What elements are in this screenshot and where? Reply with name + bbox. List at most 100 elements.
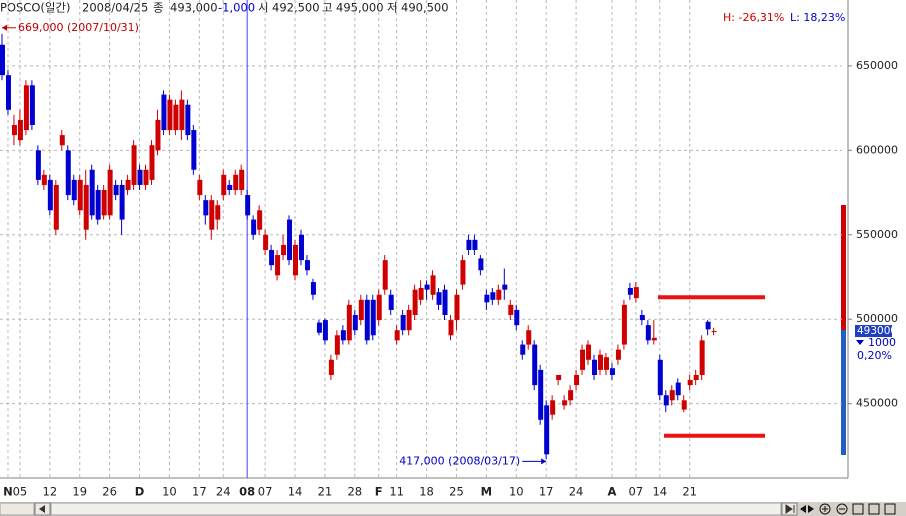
candle-body: [472, 239, 478, 250]
candle-body: [227, 184, 233, 191]
zoom-out-icon[interactable]: [836, 503, 848, 515]
candle-body: [538, 369, 544, 420]
x-tick-label: 07: [629, 485, 644, 499]
candle-body: [47, 179, 53, 211]
last-price-label: 493000: [857, 325, 897, 337]
y-tick-label: 450000: [856, 397, 898, 410]
candle-body: [550, 400, 556, 415]
settings-icon[interactable]: [884, 503, 896, 515]
high-label: 고: [322, 1, 333, 15]
candle-body: [41, 174, 47, 185]
high: 495,000: [336, 1, 384, 15]
y-tick-label: 500000: [856, 312, 898, 325]
x-tick-label: 08: [239, 485, 255, 499]
candle-body: [556, 374, 562, 381]
candle-body: [59, 135, 65, 146]
candle-body: [281, 244, 287, 256]
x-tick-label: 05: [13, 485, 28, 499]
x-tick-label: 07: [258, 485, 273, 499]
close-label: 종: [153, 1, 164, 15]
candle-body: [71, 179, 77, 201]
zoom-in-plus: [822, 506, 828, 512]
candle-body: [293, 244, 299, 276]
candle-body: [532, 344, 538, 386]
candle-body: [334, 335, 340, 355]
scroll-thumb[interactable]: [50, 502, 782, 516]
annotation: 669,000 (2007/10/31): [18, 21, 139, 34]
x-tick-label: A: [607, 485, 616, 499]
candle-body: [203, 200, 209, 216]
candle-body: [484, 294, 490, 303]
candle-body: [239, 169, 245, 191]
annotation-arrowhead: [541, 458, 547, 465]
low-label: 저: [387, 1, 398, 15]
candle-body: [101, 190, 107, 216]
candle-body: [310, 282, 316, 295]
candle-body: [257, 210, 263, 230]
candle-body: [287, 219, 293, 261]
grid-icon[interactable]: [868, 503, 880, 515]
right-end-icon: [785, 504, 795, 514]
x-tick-label: 10: [509, 485, 524, 499]
candle-body: [424, 284, 430, 290]
scroll-area: [0, 502, 35, 516]
candle-body: [191, 130, 197, 170]
candle-body: [693, 374, 699, 381]
y-tick-label: 600000: [856, 143, 898, 156]
candle-body: [328, 359, 334, 375]
stock-name: POSCO(일간): [0, 1, 71, 15]
open: 492,500: [272, 1, 320, 15]
candle-body: [137, 169, 143, 185]
reset-icon[interactable]: [852, 503, 864, 515]
range-high: H: -26,31%: [723, 11, 784, 24]
x-tick-label: 21: [682, 485, 697, 499]
scrollbar: [0, 502, 906, 516]
zoom-in-icon[interactable]: [819, 503, 831, 515]
x-tick-label: 14: [652, 485, 667, 499]
candle-body: [376, 294, 382, 321]
candle-body: [496, 289, 502, 300]
candle-body: [221, 174, 227, 196]
candle-body: [125, 179, 131, 191]
candle-body: [358, 299, 364, 321]
candle-body: [17, 119, 23, 141]
down-triangle: [856, 340, 864, 346]
candle-body: [89, 169, 95, 216]
candle-body: [179, 99, 185, 131]
candle-body: [370, 299, 376, 336]
x-tick-label: 24: [216, 485, 231, 499]
candle-body: [603, 357, 609, 370]
candle-body: [436, 292, 442, 305]
x-tick-label: N: [3, 485, 13, 499]
candle-body: [316, 322, 322, 333]
candle-body: [83, 184, 89, 230]
x-tick-label: 14: [288, 485, 303, 499]
candle-body: [35, 150, 41, 180]
x-tick-label: 21: [318, 485, 333, 499]
candle-body: [639, 315, 645, 321]
candle-body: [215, 205, 221, 220]
candle-body: [502, 284, 508, 290]
x-tick-label: M: [481, 485, 492, 499]
candle-body: [651, 337, 657, 341]
candle-body: [526, 330, 532, 345]
candle-body: [490, 292, 496, 300]
x-tick-label: 25: [449, 485, 464, 499]
candle-body: [454, 294, 460, 321]
candle-body: [5, 75, 11, 110]
candle-body: [11, 124, 17, 136]
candle-body: [263, 234, 269, 250]
candle-body: [699, 340, 705, 375]
change: -1,000: [218, 1, 255, 15]
candle-body: [95, 190, 101, 220]
candle-body: [107, 169, 113, 216]
candle-body: [275, 255, 281, 276]
header: POSCO(일간) 2008/04/25 종 493,000 -1,000 시 …: [0, 1, 845, 25]
low: 490,500: [401, 1, 449, 15]
candle-body: [657, 359, 663, 396]
left-right-icon[interactable]: [800, 505, 814, 513]
candle-body: [346, 304, 352, 341]
candle-body: [460, 260, 466, 285]
candle-body: [251, 219, 257, 235]
